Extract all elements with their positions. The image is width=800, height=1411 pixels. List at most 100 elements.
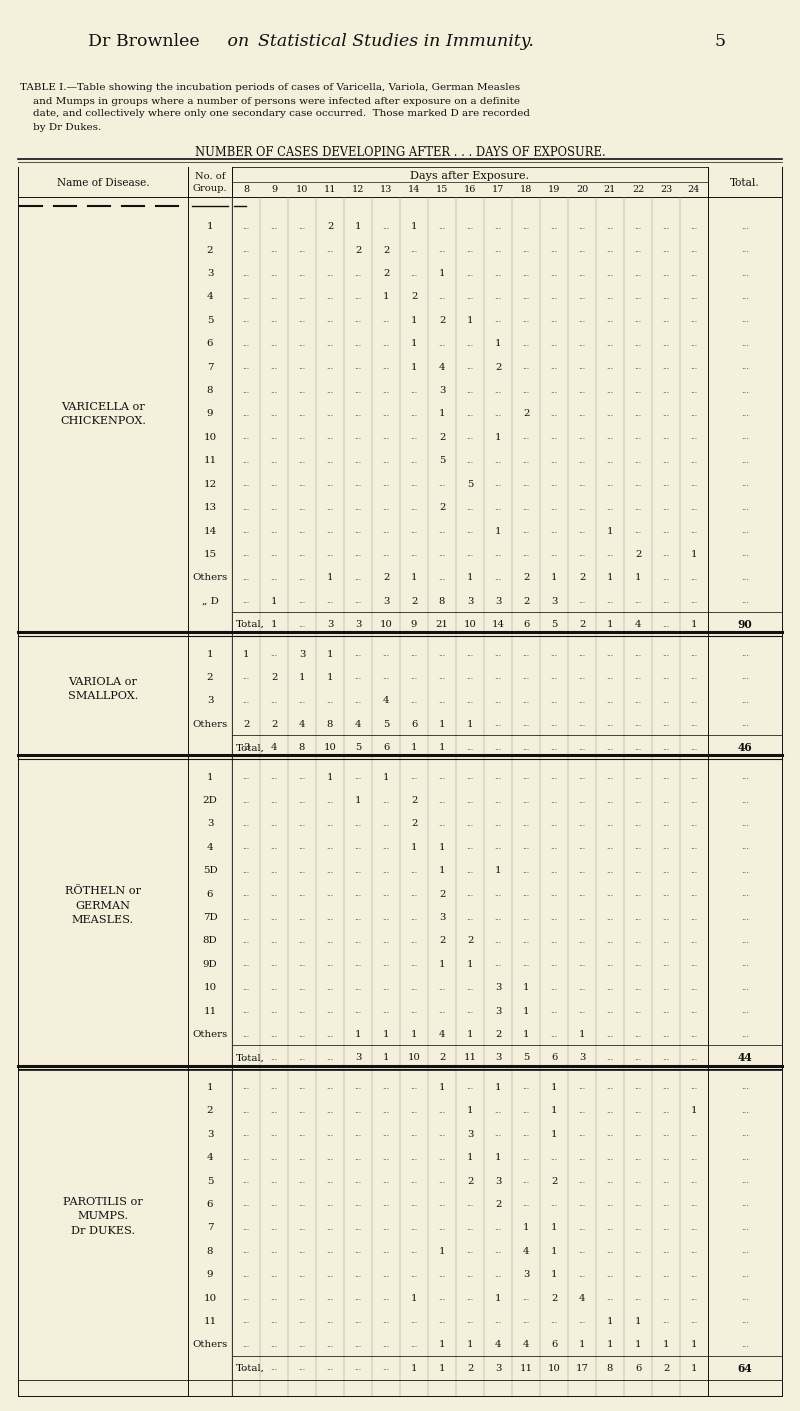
Text: ...: ... bbox=[662, 1154, 670, 1161]
Text: ...: ... bbox=[242, 621, 250, 629]
Text: ...: ... bbox=[578, 673, 586, 682]
Text: ...: ... bbox=[606, 1154, 614, 1161]
Text: ...: ... bbox=[354, 550, 362, 559]
Text: ...: ... bbox=[298, 1177, 306, 1185]
Text: ...: ... bbox=[270, 1271, 278, 1278]
Text: ...: ... bbox=[354, 650, 362, 658]
Text: ...: ... bbox=[494, 1318, 502, 1325]
Text: ...: ... bbox=[634, 720, 642, 728]
Text: ...: ... bbox=[242, 1084, 250, 1091]
Text: ...: ... bbox=[634, 1130, 642, 1139]
Text: ...: ... bbox=[326, 844, 334, 851]
Text: ...: ... bbox=[662, 597, 670, 605]
Text: ...: ... bbox=[410, 913, 418, 921]
Text: 1: 1 bbox=[550, 1223, 558, 1232]
Text: 1: 1 bbox=[522, 1223, 530, 1232]
Text: ...: ... bbox=[550, 433, 558, 442]
Text: ...: ... bbox=[354, 1294, 362, 1302]
Text: ...: ... bbox=[662, 457, 670, 464]
Text: 1: 1 bbox=[466, 959, 474, 969]
Text: ...: ... bbox=[242, 411, 250, 418]
Text: ...: ... bbox=[606, 1271, 614, 1278]
Text: ...: ... bbox=[634, 913, 642, 921]
Text: 5: 5 bbox=[523, 1054, 529, 1062]
Text: ...: ... bbox=[410, 650, 418, 658]
Text: ...: ... bbox=[606, 550, 614, 559]
Text: ...: ... bbox=[606, 720, 614, 728]
Text: 1: 1 bbox=[466, 573, 474, 583]
Text: ...: ... bbox=[466, 504, 474, 512]
Text: ...: ... bbox=[634, 293, 642, 301]
Text: ...: ... bbox=[438, 673, 446, 682]
Text: 1: 1 bbox=[382, 773, 390, 782]
Text: CHICKENPOX.: CHICKENPOX. bbox=[60, 416, 146, 426]
Text: ...: ... bbox=[270, 1364, 278, 1373]
Text: Days after Exposure.: Days after Exposure. bbox=[410, 171, 530, 181]
Text: ...: ... bbox=[634, 1007, 642, 1015]
Text: 4: 4 bbox=[438, 1030, 446, 1038]
Text: ...: ... bbox=[690, 1030, 698, 1038]
Text: ...: ... bbox=[466, 983, 474, 992]
Text: ...: ... bbox=[634, 650, 642, 658]
Text: 1: 1 bbox=[606, 1340, 614, 1349]
Text: ...: ... bbox=[662, 1247, 670, 1256]
Text: ...: ... bbox=[466, 1084, 474, 1091]
Text: ...: ... bbox=[354, 597, 362, 605]
Text: ...: ... bbox=[354, 1318, 362, 1325]
Text: ...: ... bbox=[382, 223, 390, 231]
Text: ...: ... bbox=[522, 293, 530, 301]
Text: ...: ... bbox=[522, 697, 530, 706]
Text: ...: ... bbox=[606, 1030, 614, 1038]
Text: 44: 44 bbox=[738, 1053, 752, 1064]
Text: ...: ... bbox=[662, 1084, 670, 1091]
Text: ...: ... bbox=[741, 890, 749, 899]
Text: ...: ... bbox=[354, 1364, 362, 1373]
Text: ...: ... bbox=[662, 697, 670, 706]
Text: ...: ... bbox=[550, 387, 558, 395]
Text: 2: 2 bbox=[663, 1364, 669, 1373]
Text: ...: ... bbox=[662, 796, 670, 804]
Text: ...: ... bbox=[550, 270, 558, 278]
Text: ...: ... bbox=[354, 1177, 362, 1185]
Text: ...: ... bbox=[438, 550, 446, 559]
Text: ...: ... bbox=[410, 246, 418, 254]
Text: ...: ... bbox=[466, 1271, 474, 1278]
Text: 2: 2 bbox=[271, 720, 277, 728]
Text: ...: ... bbox=[662, 270, 670, 278]
Text: ...: ... bbox=[741, 550, 749, 559]
Text: ...: ... bbox=[494, 574, 502, 581]
Text: ...: ... bbox=[690, 866, 698, 875]
Text: 1: 1 bbox=[466, 316, 474, 325]
Text: ...: ... bbox=[298, 574, 306, 581]
Text: ...: ... bbox=[662, 1130, 670, 1139]
Text: ...: ... bbox=[242, 363, 250, 371]
Text: ...: ... bbox=[690, 411, 698, 418]
Text: ...: ... bbox=[690, 1294, 698, 1302]
Text: ...: ... bbox=[298, 1106, 306, 1115]
Text: 1: 1 bbox=[270, 597, 278, 605]
Text: 1: 1 bbox=[438, 744, 446, 752]
Text: 1: 1 bbox=[550, 1270, 558, 1280]
Text: ...: ... bbox=[741, 528, 749, 535]
Text: ...: ... bbox=[466, 1201, 474, 1208]
Text: 4: 4 bbox=[298, 720, 306, 728]
Text: MUMPS.: MUMPS. bbox=[78, 1211, 129, 1221]
Text: ...: ... bbox=[270, 1130, 278, 1139]
Text: ...: ... bbox=[606, 1294, 614, 1302]
Text: ...: ... bbox=[242, 890, 250, 899]
Text: ...: ... bbox=[522, 937, 530, 945]
Text: ...: ... bbox=[466, 457, 474, 464]
Text: 1: 1 bbox=[382, 1054, 390, 1062]
Text: ...: ... bbox=[690, 650, 698, 658]
Text: 8: 8 bbox=[206, 1247, 214, 1256]
Text: ...: ... bbox=[662, 983, 670, 992]
Text: ...: ... bbox=[578, 1177, 586, 1185]
Text: 4: 4 bbox=[354, 720, 362, 728]
Text: ...: ... bbox=[690, 773, 698, 782]
Text: ...: ... bbox=[522, 270, 530, 278]
Text: ...: ... bbox=[242, 597, 250, 605]
Text: ...: ... bbox=[690, 890, 698, 899]
Text: Statistical Studies in Immunity.: Statistical Studies in Immunity. bbox=[258, 34, 534, 51]
Text: 12: 12 bbox=[352, 185, 364, 195]
Text: 1: 1 bbox=[690, 550, 698, 559]
